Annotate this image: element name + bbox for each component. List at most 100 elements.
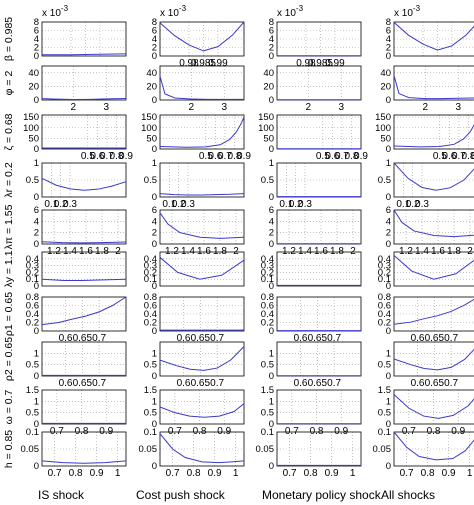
y-tick-label: 1 <box>34 348 39 359</box>
y-tick-label: 0 <box>34 326 39 337</box>
y-tick-label: 150 <box>23 112 39 123</box>
series-line <box>393 348 474 371</box>
exponent-label: x 10-3 <box>277 4 304 19</box>
x-tick-label: 0.9 <box>217 426 231 437</box>
x-tick-label: 1 <box>350 468 356 479</box>
y-tick-label: 0.05 <box>373 444 392 455</box>
x-tick-label: 2 <box>71 102 77 113</box>
x-tick-label: 0.7 <box>444 378 458 389</box>
series-line <box>393 75 474 100</box>
axes-box <box>393 341 474 377</box>
y-tick-label: 0.4 <box>144 309 157 320</box>
series-line <box>393 431 474 461</box>
y-tick-label: 0 <box>152 144 157 155</box>
axes-box <box>276 209 362 245</box>
x-tick-label: 0.8 <box>69 468 83 479</box>
row-label: λr = 0.2 <box>3 162 15 197</box>
series-line <box>159 403 245 418</box>
y-tick-label: 0.3 <box>144 261 157 272</box>
series-line <box>41 278 127 282</box>
y-tick-label: 1.5 <box>144 385 157 396</box>
x-tick-label: 0.65 <box>425 333 445 344</box>
y-tick-label: 6 <box>152 26 157 37</box>
y-tick-label: 4 <box>34 216 39 227</box>
y-tick-label: 1 <box>152 396 157 407</box>
series-line <box>41 460 127 464</box>
x-tick-label: 0.7 <box>218 151 232 162</box>
x-tick-label: 0.99 <box>208 58 228 69</box>
x-tick-label: 3 <box>455 102 461 113</box>
y-tick-label: 50 <box>380 133 391 144</box>
y-tick-label: 0.8 <box>378 292 391 303</box>
y-tick-label: 0.5 <box>26 175 39 186</box>
x-tick-label: 1 <box>467 468 473 479</box>
y-tick-label: 0.5 <box>261 175 274 186</box>
y-tick-label: 0 <box>34 281 39 292</box>
y-tick-label: 4 <box>152 216 157 227</box>
series-line <box>393 394 474 419</box>
axes-box <box>41 296 127 332</box>
y-tick-label: 40 <box>380 68 391 79</box>
exponent-power: -3 <box>296 4 304 13</box>
y-tick-label: 0.8 <box>26 292 39 303</box>
x-tick-label: 0.9 <box>119 151 133 162</box>
y-tick-label: 40 <box>146 68 157 79</box>
axes-box <box>276 341 362 377</box>
x-tick-label: 0.7 <box>283 468 297 479</box>
x-tick-label: 3 <box>103 102 109 113</box>
y-tick-label: 0.8 <box>144 292 157 303</box>
series-line <box>159 212 245 239</box>
x-tick-label: 0.1 <box>279 199 293 210</box>
series-line <box>393 162 474 191</box>
row-label: λy = 1.1 <box>3 250 15 287</box>
y-tick-label: 1 <box>386 158 391 169</box>
y-tick-label: 0 <box>34 95 39 106</box>
y-tick-label: 1 <box>34 396 39 407</box>
y-tick-label: 0.1 <box>378 427 391 438</box>
y-tick-label: 0.3 <box>378 261 391 272</box>
axes-box <box>159 65 245 101</box>
y-tick-label: 20 <box>263 81 274 92</box>
y-tick-label: 0 <box>386 371 391 382</box>
axes-box <box>159 162 245 198</box>
x-tick-label: 1 <box>115 468 121 479</box>
y-tick-label: 150 <box>375 112 391 123</box>
x-tick-label: 0.5 <box>81 151 95 162</box>
x-tick-label: 1.6 <box>314 246 328 257</box>
x-tick-label: 0.2 <box>172 199 186 210</box>
y-tick-label: 6 <box>386 26 391 37</box>
x-tick-label: 0.65 <box>425 378 445 389</box>
y-tick-label: 0 <box>269 461 274 472</box>
series-line <box>159 433 245 464</box>
x-tick-label: 0.8 <box>427 426 441 437</box>
axes-box <box>393 162 474 198</box>
y-tick-label: 150 <box>258 112 274 123</box>
x-tick-label: 0.8 <box>228 151 242 162</box>
y-tick-label: 0 <box>386 461 391 472</box>
x-tick-label: 0.8 <box>421 468 435 479</box>
y-tick-label: 0.1 <box>26 427 39 438</box>
y-tick-label: 0 <box>269 326 274 337</box>
y-tick-label: 0 <box>386 192 391 203</box>
axes-box <box>276 431 362 467</box>
y-tick-label: 0.2 <box>378 267 391 278</box>
x-tick-label: 0.9 <box>471 151 474 162</box>
y-tick-label: 6 <box>34 26 39 37</box>
y-tick-label: 0.5 <box>378 408 391 419</box>
y-tick-label: 0.2 <box>261 318 274 329</box>
series-line <box>393 209 474 238</box>
y-tick-label: 0.2 <box>26 267 39 278</box>
x-tick-label: 0.9 <box>451 426 465 437</box>
y-tick-label: 0 <box>269 144 274 155</box>
y-tick-label: 100 <box>258 123 274 134</box>
axes-box <box>159 209 245 245</box>
x-tick-label: 0.8 <box>193 426 207 437</box>
axes-box <box>393 65 474 101</box>
exponent-label: x 10-3 <box>42 4 69 19</box>
y-tick-label: 2 <box>386 43 391 54</box>
x-tick-label: 0.6 <box>177 378 191 389</box>
y-tick-label: 0.5 <box>261 360 274 371</box>
y-tick-label: 40 <box>28 68 39 79</box>
series-line <box>159 346 245 371</box>
row-label: ρ2 = 0.65 <box>3 337 15 381</box>
